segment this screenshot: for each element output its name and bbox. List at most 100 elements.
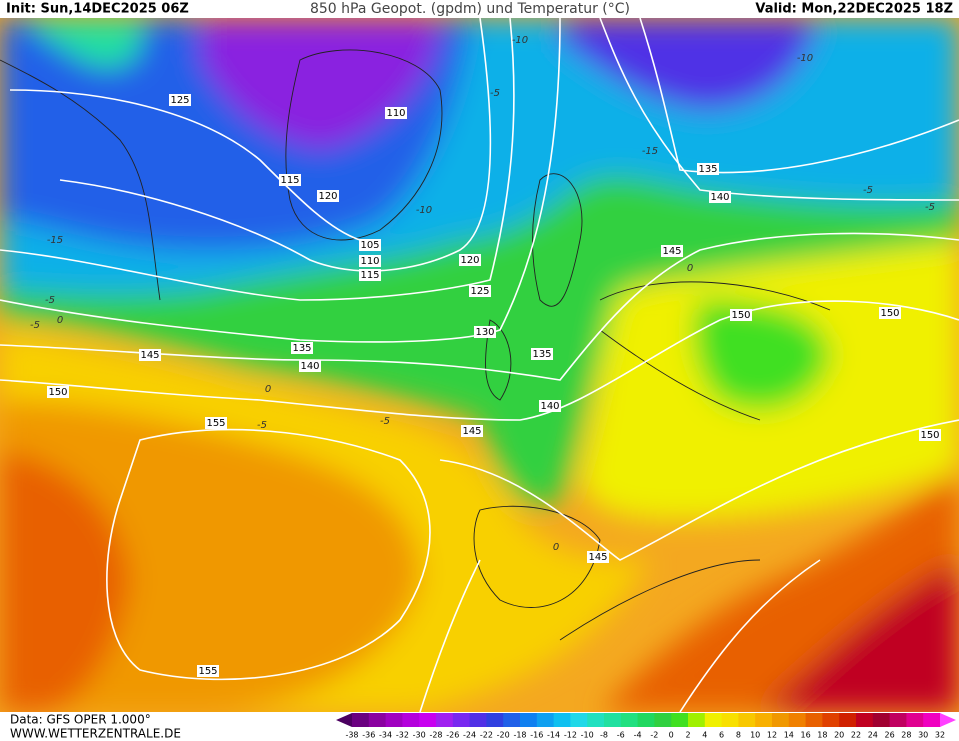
contour-label: 105	[360, 240, 379, 251]
colorbar-label: 28	[901, 731, 911, 740]
contour-label-bg	[359, 239, 381, 251]
colorbar-swatch	[385, 713, 403, 727]
colorbar-swatch	[452, 713, 471, 727]
contour-label: 115	[280, 175, 299, 186]
contour-label: 140	[300, 361, 319, 372]
colorbar-label: 8	[736, 731, 741, 740]
colorbar-swatch	[503, 713, 521, 727]
contour-label-bg	[531, 348, 553, 360]
colorbar-label: 4	[702, 731, 707, 740]
temperature-label: -10	[416, 205, 432, 216]
colorbar-label: 18	[817, 731, 827, 740]
colorbar-swatch	[419, 713, 437, 727]
contour-label: 110	[386, 108, 405, 119]
colorbar-label: 20	[834, 731, 844, 740]
contour-label: 120	[460, 255, 479, 266]
colorbar-swatch	[553, 713, 571, 727]
contour-label: 155	[198, 666, 217, 677]
temperature-label: -5	[380, 416, 390, 427]
colorbar-label: -30	[413, 731, 426, 740]
colorbar-swatch	[872, 713, 891, 727]
colorbar-swatch	[923, 713, 941, 727]
colorbar-label: -6	[617, 731, 625, 740]
contour-label: 135	[698, 164, 717, 175]
temperature-label: -15	[642, 146, 658, 157]
valid-time: Valid: Mon,22DEC2025 18Z	[755, 2, 953, 17]
contour-label: 145	[588, 552, 607, 563]
contour-labels: 125 110 115 120 105 110 115 120 125 130 135 140 135 1…	[47, 94, 941, 677]
colorbar-swatch	[436, 713, 454, 727]
temperature-label: 0	[57, 315, 63, 326]
contour-label-bg	[587, 551, 609, 563]
colorbar-swatch	[704, 713, 723, 727]
contour-label: 145	[662, 246, 681, 257]
colorbar-swatch	[587, 713, 605, 727]
contour-label-bg	[279, 174, 301, 186]
contour-label-bg	[291, 342, 313, 354]
temperature-label: 0	[687, 263, 693, 274]
temperature-label: 0	[553, 542, 559, 553]
contour-label-bg	[317, 190, 339, 202]
temperature-label: -5	[45, 295, 55, 306]
colorbar: -38 -36 -34 -32 -30 -28 -26 -24 -22 -20 -18 -16 -14-…	[336, 713, 956, 740]
temperature-label: 0	[265, 384, 271, 395]
colorbar-label: -24	[463, 731, 476, 740]
data-source: Data: GFS OPER 1.000°	[10, 713, 151, 727]
colorbar-label: -10	[581, 731, 594, 740]
colorbar-swatch	[486, 713, 504, 727]
colorbar-arrow	[940, 713, 956, 727]
colorbar-label: 12	[767, 731, 777, 740]
temperature-label: -15	[47, 235, 63, 246]
contour-label-bg	[47, 386, 69, 398]
colorbar-label: -20	[497, 731, 510, 740]
contour-label-bg	[661, 245, 683, 257]
colorbar-label: -2	[650, 731, 658, 740]
contour-label: 140	[540, 401, 559, 412]
contour-label-bg	[469, 285, 491, 297]
colorbar-swatch	[637, 713, 655, 727]
contour-label: 135	[292, 343, 311, 354]
colorbar-label: -34	[379, 731, 392, 740]
contour-label: 145	[140, 350, 159, 361]
colorbar-label: 16	[801, 731, 811, 740]
colorbar-label: 32	[935, 731, 945, 740]
site-name: WWW.WETTERZENTRALE.DE	[10, 727, 181, 741]
colorbar-label: 24	[868, 731, 878, 740]
temperature-label: -5	[490, 88, 500, 99]
colorbar-label: -16	[530, 731, 543, 740]
colorbar-label: -36	[362, 731, 375, 740]
colorbar-label: 14	[784, 731, 794, 740]
colorbar-swatch	[755, 713, 773, 727]
colorbar-swatch	[620, 713, 639, 727]
colorbar-swatch	[822, 713, 840, 727]
colorbar-label: -38	[345, 731, 358, 740]
init-time: Init: Sun,14DEC2025 06Z	[6, 2, 189, 17]
colorbar-label: 22	[851, 731, 861, 740]
colorbar-swatch	[889, 713, 907, 727]
colorbar-swatch	[906, 713, 924, 727]
contour-label-bg	[385, 107, 407, 119]
colorbar-swatch	[536, 713, 555, 727]
colorbar-swatch	[688, 713, 706, 727]
colorbar-swatch	[570, 713, 588, 727]
colorbar-arrow	[336, 713, 352, 727]
temperature-label: -5	[257, 420, 267, 431]
contour-label: 110	[360, 256, 379, 267]
contour-label-bg	[359, 269, 381, 281]
temperature-label: -5	[30, 320, 40, 331]
colorbar-swatch	[738, 713, 756, 727]
colorbar-label: 2	[685, 731, 690, 740]
colorbar-swatch	[368, 713, 387, 727]
contour-label-bg	[139, 349, 161, 361]
colorbar-label: -12	[564, 731, 577, 740]
colorbar-swatch	[520, 713, 538, 727]
colorbar-swatch	[856, 713, 874, 727]
colorbar-label: -4	[634, 731, 642, 740]
colorbar-label: 0	[669, 731, 674, 740]
contour-label-bg	[730, 309, 752, 321]
colorbar-label: 26	[885, 731, 895, 740]
contour-label: 130	[475, 327, 494, 338]
colorbar-label: -26	[446, 731, 459, 740]
